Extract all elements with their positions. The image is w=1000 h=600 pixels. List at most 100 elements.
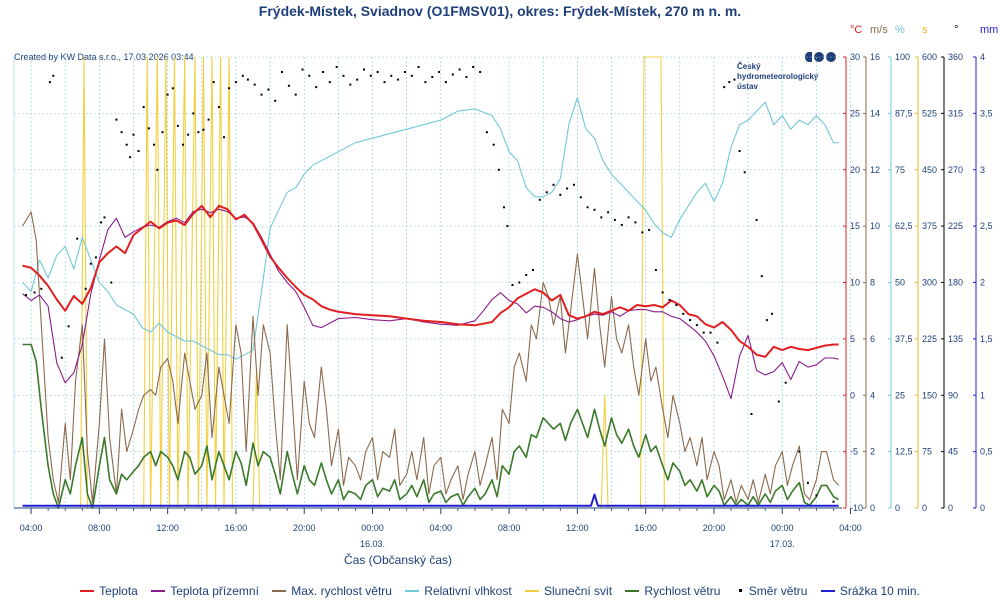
wind-direction-point [682, 312, 685, 315]
axis-tick-label-1: 16 [870, 52, 880, 62]
wind-direction-point [322, 71, 324, 73]
wind-direction-point [784, 381, 787, 384]
wind-direction-point [424, 81, 427, 84]
wind-direction-point [728, 81, 731, 84]
legend-swatch [405, 590, 420, 592]
axis-tick-label-0: 25 [850, 108, 860, 118]
axis-tick-label-5: 4 [980, 52, 985, 62]
axis-tick-label-2: 87,5 [895, 108, 913, 118]
wind-direction-point [241, 74, 244, 77]
wind-direction-point [525, 274, 528, 276]
wind-direction-point [103, 216, 106, 219]
axis-tick-label-5: 0,5 [980, 447, 993, 457]
wind-direction-point [147, 127, 150, 130]
logo-text: Český hydrometeorologický ústav [737, 62, 847, 92]
wind-direction-point [100, 221, 103, 224]
legend-item-humidity[interactable]: Relativní vlhkost [405, 584, 512, 598]
axis-tick-label-1: 4 [870, 390, 875, 400]
legend-item-max-wind[interactable]: Max. rychlost větru [272, 584, 392, 598]
wind-direction-point [115, 118, 118, 121]
wind-direction-point [613, 218, 616, 221]
legend-swatch [272, 590, 287, 592]
wind-direction-point [197, 131, 200, 134]
wind-direction-point [125, 143, 128, 146]
wind-direction-point [689, 319, 692, 322]
axis-tick-label-2: 50 [895, 278, 905, 288]
x-tick-label: 08:00 [88, 523, 111, 533]
x-tick-label: 16:00 [634, 523, 657, 533]
axis-tick-label-4: 180 [948, 278, 963, 288]
logo-line-3: ústav [737, 82, 758, 91]
wind-direction-point [383, 81, 386, 84]
wind-direction-point [641, 231, 644, 234]
legend-item-ground-temperature[interactable]: Teplota přízemní [151, 584, 259, 598]
wind-direction-point [771, 312, 773, 315]
axis-tick-label-3: 0 [922, 503, 927, 513]
wind-direction-point [600, 216, 603, 219]
axis-tick-label-5: 1,5 [980, 334, 993, 344]
series-line-max-wind [22, 211, 840, 503]
axis-tick-label-2: 75 [895, 165, 905, 175]
wind-direction-point [369, 74, 372, 77]
date-label: 16.03. [360, 539, 385, 549]
wind-direction-point [217, 106, 220, 109]
wind-direction-point [410, 74, 413, 77]
wind-direction-point [129, 156, 132, 159]
wind-direction-point [161, 131, 164, 134]
wind-direction-point [465, 76, 468, 78]
legend-dot-icon [738, 589, 742, 592]
axis-tick-label-3: 525 [922, 108, 937, 118]
legend-item-wind[interactable]: Rychlost větru [625, 584, 720, 598]
axis-tick-label-3: 225 [922, 334, 937, 344]
legend-item-wind-direction[interactable]: Směr větru [734, 584, 807, 598]
wind-direction-point [798, 450, 801, 453]
wind-direction-point [335, 66, 338, 68]
legend-item-sunshine[interactable]: Sluneční svit [525, 584, 612, 598]
x-tick-label: 04:00 [430, 523, 453, 533]
axis-tick-label-0: 5 [850, 334, 855, 344]
axis-tick-label-5: 1 [980, 390, 985, 400]
wind-direction-point [648, 228, 651, 231]
wind-direction-point [593, 208, 596, 211]
wind-direction-point [485, 131, 488, 134]
wind-direction-point [176, 124, 179, 127]
wind-direction-point [153, 143, 155, 146]
wind-direction-point [777, 400, 780, 403]
axis-tick-label-0: 20 [850, 165, 860, 175]
x-tick-label: 04:00 [20, 523, 43, 533]
legend-item-precipitation[interactable]: Srážka 10 min. [820, 584, 920, 598]
wind-direction-point [267, 88, 270, 91]
axis-tick-label-4: 45 [948, 447, 958, 457]
wind-direction-point [120, 131, 123, 134]
legend-item-temperature[interactable]: Teplota [80, 584, 138, 598]
axis-tick-label-1: 10 [870, 221, 880, 231]
axis-tick-label-2: 100 [895, 52, 910, 62]
wind-direction-point [301, 68, 304, 71]
wind-direction-point [287, 84, 290, 87]
wind-direction-point [702, 331, 705, 334]
axis-tick-label-3: 375 [922, 221, 937, 231]
wind-direction-point [559, 193, 562, 196]
axis-unit-5: mm [980, 24, 998, 36]
wind-direction-point [586, 206, 589, 209]
chart-title: Frýdek-Místek, Sviadnov (O1FMSV01), okre… [258, 3, 742, 19]
x-tick-label: 04:00 [839, 523, 862, 533]
wind-direction-point [110, 281, 113, 284]
x-tick-label: 12:00 [566, 523, 589, 533]
axis-unit-0: °C [850, 24, 862, 36]
wind-direction-point [207, 118, 210, 121]
axis-tick-label-3: 150 [922, 390, 937, 400]
wind-direction-point [518, 281, 521, 284]
wind-direction-point [497, 168, 500, 171]
wind-direction-point [417, 66, 420, 68]
wind-direction-point [166, 93, 169, 96]
wind-direction-point [458, 68, 461, 71]
date-label: 17.03. [770, 539, 795, 549]
axis-tick-label-2: 12,5 [895, 447, 913, 457]
wind-direction-point [444, 81, 447, 84]
x-tick-label: 20:00 [293, 523, 316, 533]
wind-direction-point [538, 198, 541, 201]
axis-tick-label-1: 14 [870, 108, 880, 118]
legend-swatch [625, 590, 640, 592]
logo-dot-1 [805, 52, 812, 62]
